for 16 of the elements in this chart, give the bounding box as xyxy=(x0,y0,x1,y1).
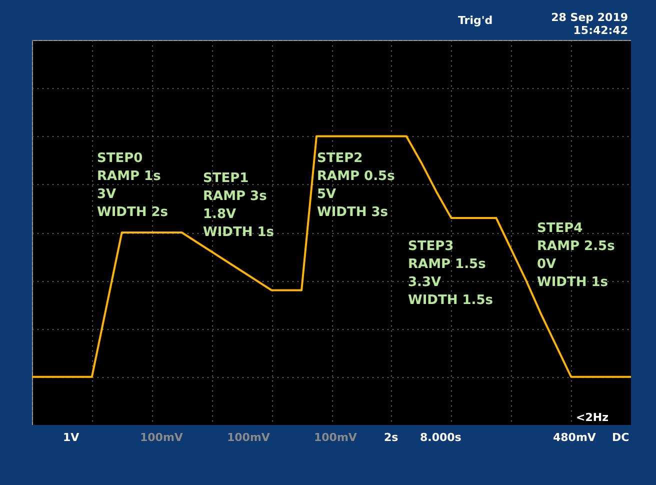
text: 28 Sep 2019 15:42:42 xyxy=(550,11,628,37)
annotation: STEP0 RAMP 1s 3V WIDTH 2s xyxy=(97,150,168,222)
text: Trig'd xyxy=(458,14,493,27)
text: 2s xyxy=(384,430,398,446)
text: <2Hz xyxy=(576,410,608,426)
text: 100mV xyxy=(314,430,357,446)
text: 480mV xyxy=(553,430,596,446)
text: 100mV xyxy=(227,430,270,446)
text: 1V xyxy=(63,430,80,446)
annotation: STEP4 RAMP 2.5s 0V WIDTH 1s xyxy=(537,220,615,292)
text: 100mV xyxy=(140,430,183,446)
annotation: STEP3 RAMP 1.5s 3.3V WIDTH 1.5s xyxy=(408,238,494,310)
text: DC xyxy=(612,430,630,446)
annotation: STEP2 RAMP 0.5s 5V WIDTH 3s xyxy=(317,150,395,222)
annotation: STEP1 RAMP 3s 1.8V WIDTH 1s xyxy=(203,170,274,242)
text: 8.000s xyxy=(420,430,462,446)
